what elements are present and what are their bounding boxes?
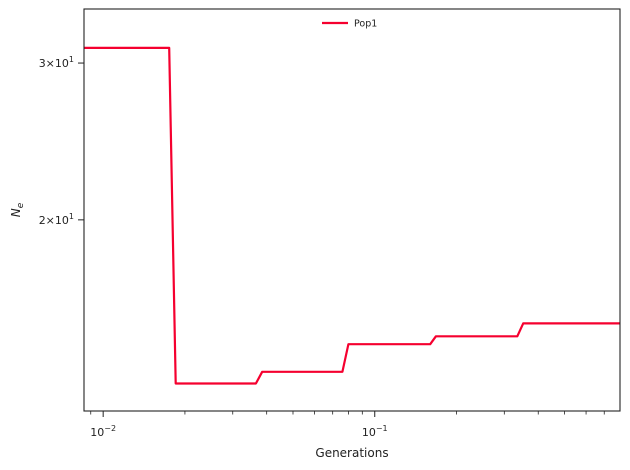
y-axis-label: Ne [9,202,26,217]
plot-background [84,9,620,411]
y-tick-label: 2×101 [39,212,74,227]
x-tick-label: 10−1 [362,424,388,439]
y-tick-label: 3×101 [39,55,74,70]
legend-label-pop1: Pop1 [354,19,377,30]
x-minor-ticks [90,411,605,415]
y-axis-label-subscript: e [16,202,26,208]
legend: Pop1 [322,19,377,30]
x-tick-label: 10−2 [90,424,116,439]
series-line-pop1 [84,46,620,385]
x-axis-label: Generations [315,446,388,460]
plot-frame [83,8,621,412]
x-major-ticks: 10−2 10−1 [90,411,388,439]
y-ticks: 3×101 2×101 [39,55,84,227]
